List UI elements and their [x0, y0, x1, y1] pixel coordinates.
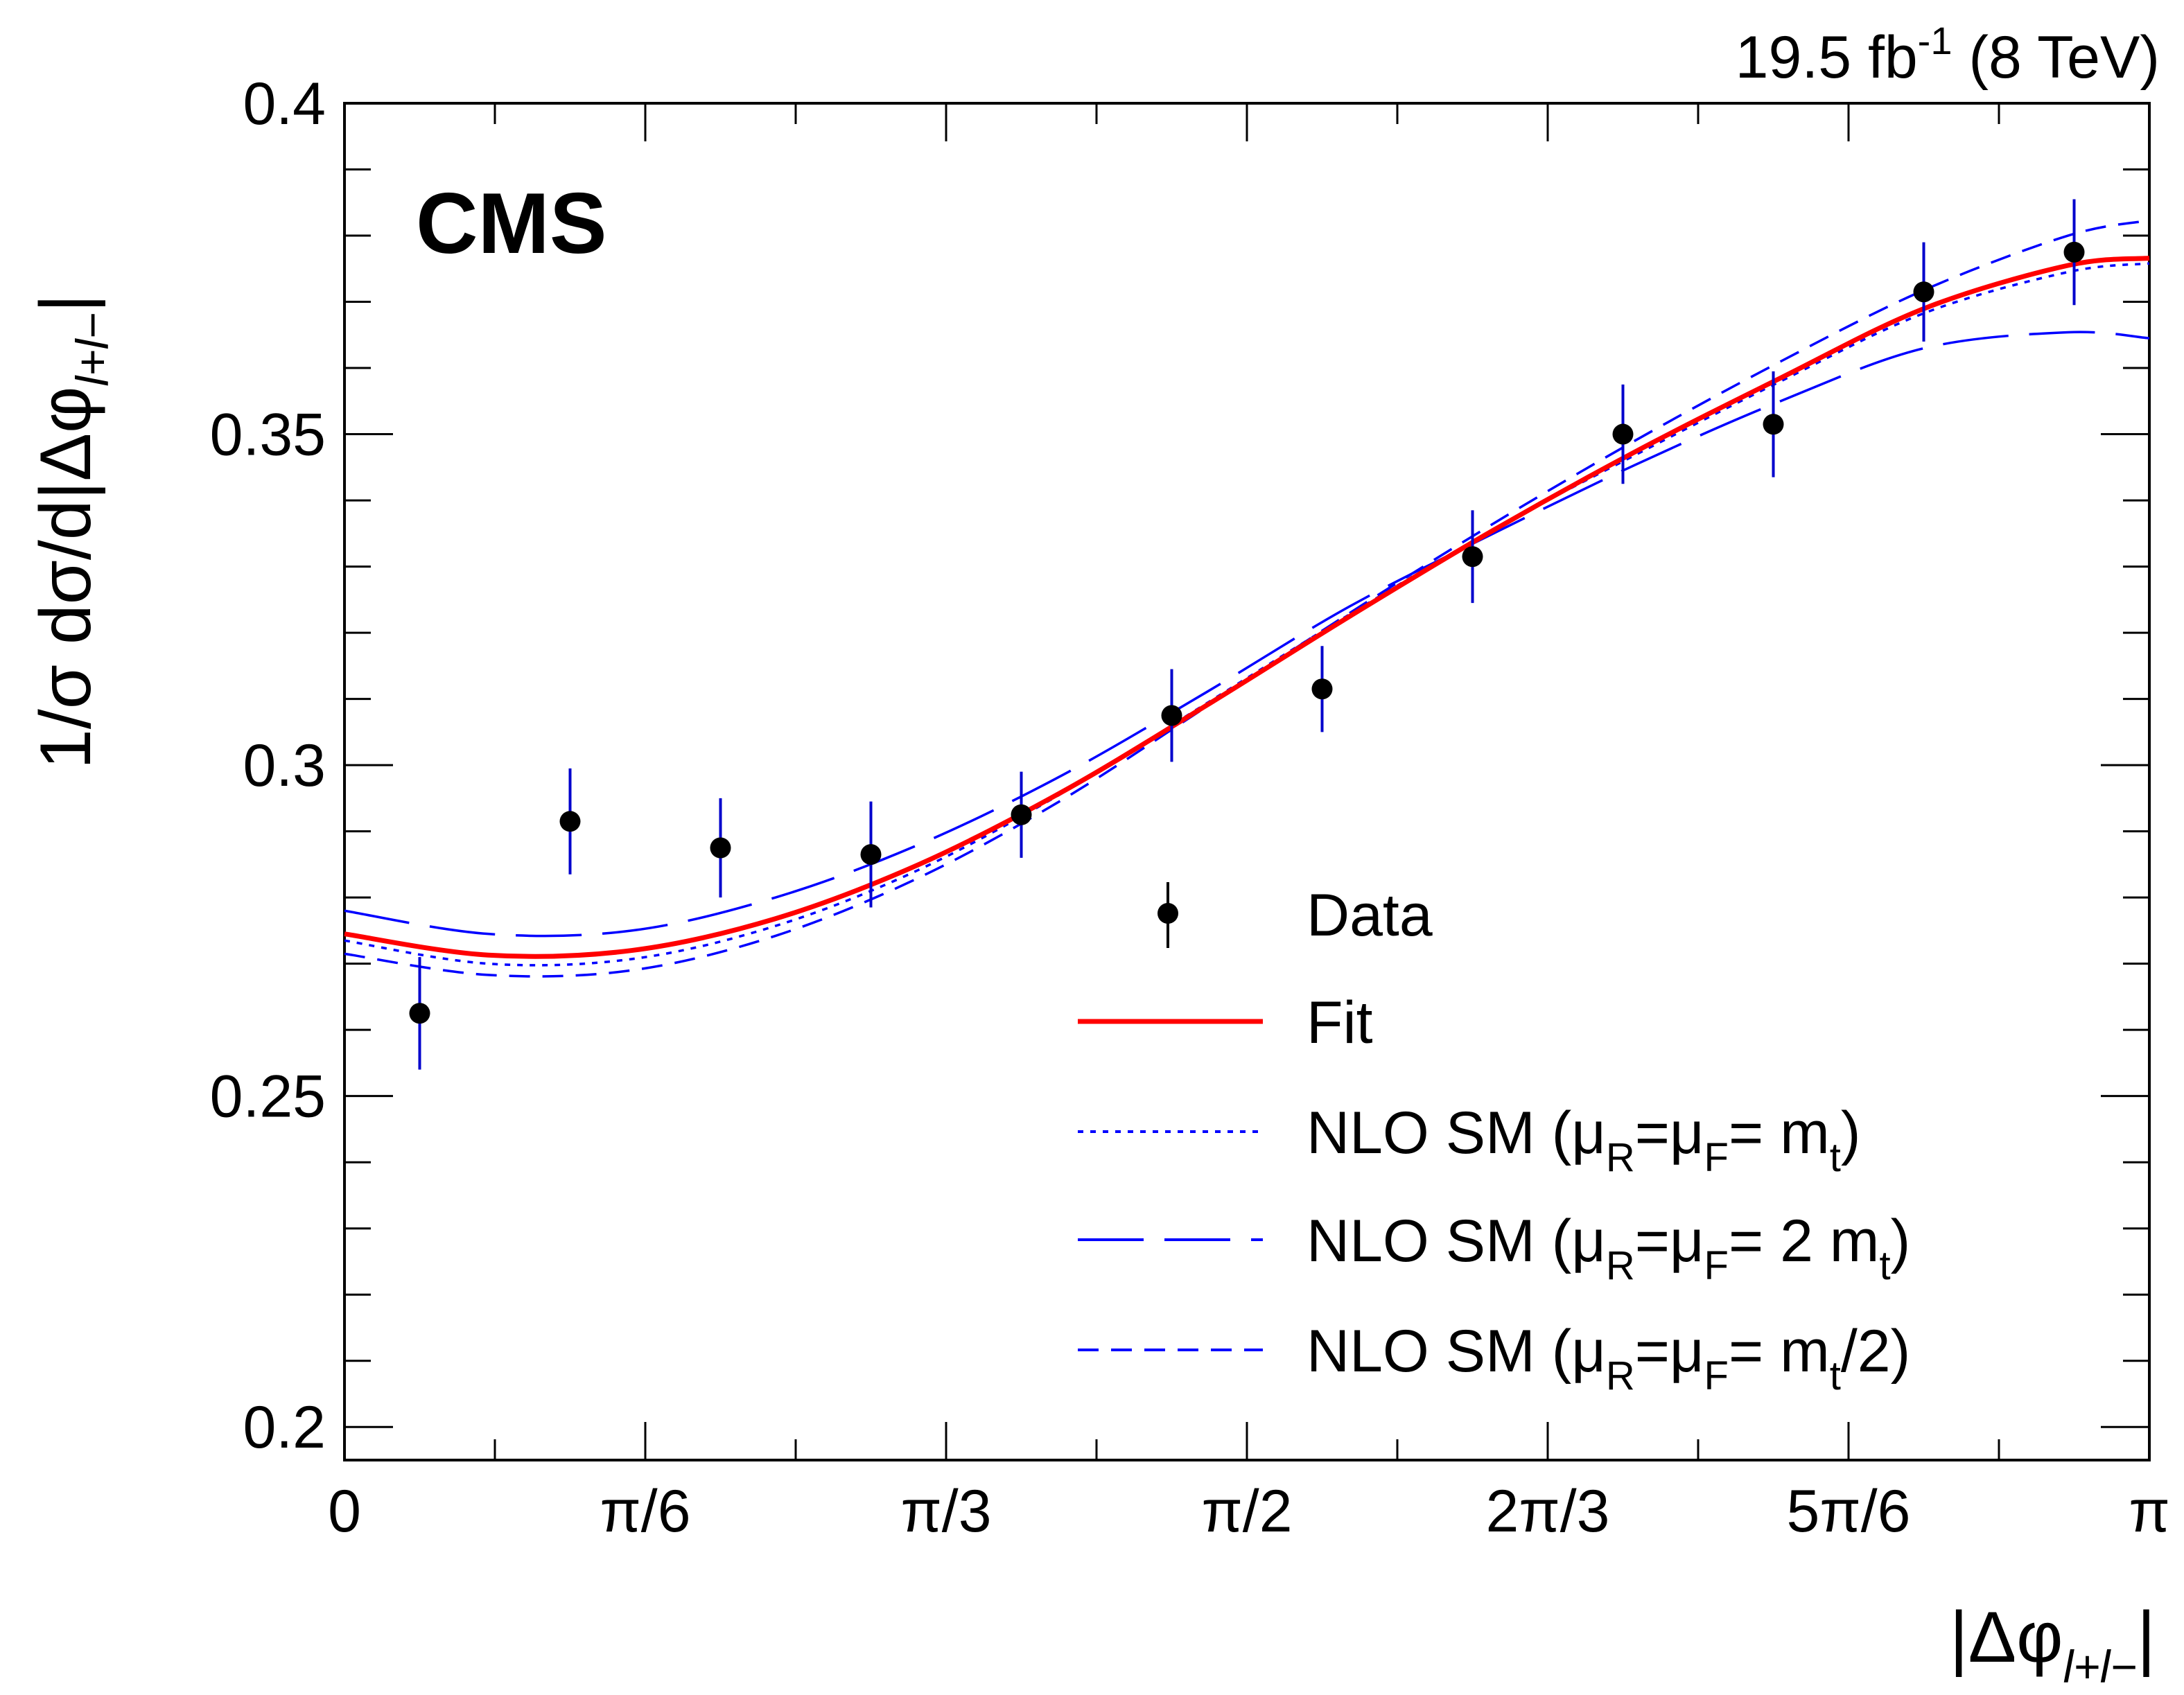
y-tick-label: 0.25 [210, 1064, 326, 1130]
data-point [1011, 804, 1032, 825]
data-point [1311, 678, 1333, 700]
data-point [710, 837, 731, 859]
x-tick-label: π/3 [900, 1478, 991, 1545]
data-point [1612, 423, 1634, 445]
data-point [409, 1003, 430, 1024]
x-tick-label: 0 [328, 1478, 361, 1545]
curve-solid [344, 256, 2150, 959]
x-tick-label: π [2129, 1478, 2169, 1545]
x-tick-label: 5π/6 [1787, 1478, 1911, 1545]
data-point [1161, 705, 1182, 726]
y-tick-label: 0.35 [210, 402, 326, 468]
data-point [1462, 546, 1483, 568]
data-points [409, 199, 2085, 1070]
legend: Data Fit NLO SM (μR=μF= mt) NLO SM (μR=μ… [1078, 882, 1910, 1398]
x-tick-label: π/2 [1201, 1478, 1292, 1545]
luminosity-label: 19.5 fb-1 (8 TeV) [1736, 19, 2160, 91]
legend-data-marker [1157, 903, 1178, 924]
curve-dotted [344, 262, 2150, 967]
x-tick-label: π/6 [600, 1478, 690, 1545]
data-point [1763, 414, 1784, 435]
legend-nlo-mt2-label: NLO SM (μR=μF= mt/2) [1307, 1318, 1910, 1398]
y-tick-label: 0.3 [243, 732, 326, 799]
experiment-label: CMS [416, 176, 607, 272]
y-tick-label: 0.2 [243, 1394, 326, 1461]
axis-ticks [343, 102, 2151, 1460]
data-point [1913, 281, 1934, 303]
x-axis-title: |Δφl+l−| [1950, 1597, 2156, 1692]
axis-tick-labels: 0 π/6 π/3 π/2 2π/3 5π/6 π 0.2 0.25 0.3 0.35 0.4 [210, 71, 2170, 1545]
y-tick-label: 0.4 [243, 71, 326, 137]
curve-shortdash [344, 219, 2150, 978]
model-curves [344, 219, 2150, 978]
data-point [2063, 241, 2085, 263]
legend-nlo-2mt-label: NLO SM (μR=μF= 2 mt) [1307, 1208, 1910, 1288]
data-point [860, 844, 882, 866]
data-point [559, 811, 581, 832]
x-tick-label: 2π/3 [1486, 1478, 1610, 1545]
legend-nlo-mt-label: NLO SM (μR=μF= mt) [1307, 1100, 1860, 1180]
legend-fit-label: Fit [1307, 990, 1373, 1056]
y-axis-title: 1/σ dσ/d|Δφl+l−| [26, 294, 118, 769]
curve-longdash [344, 331, 2150, 938]
legend-data-label: Data [1307, 882, 1433, 949]
